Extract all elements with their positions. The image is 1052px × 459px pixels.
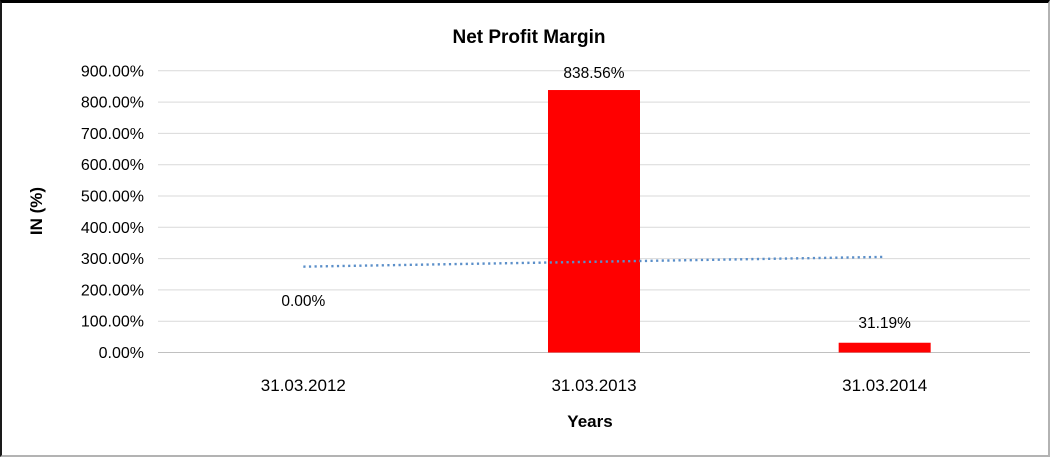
y-tick-label: 200.00%: [81, 282, 144, 299]
bar: [548, 90, 640, 353]
y-tick-label: 600.00%: [81, 157, 144, 174]
linear-trendline: [303, 255, 885, 268]
y-tick-label: 100.00%: [81, 314, 144, 331]
y-tick-label: 500.00%: [81, 189, 144, 206]
y-tick-label: 400.00%: [81, 220, 144, 237]
x-axis-title: Years: [567, 412, 612, 431]
x-tick-label: 31.03.2013: [551, 376, 636, 395]
data-label: 0.00%: [281, 293, 325, 310]
y-tick-label: 300.00%: [81, 251, 144, 268]
data-labels: 0.00% 838.56% 31.19%: [281, 65, 911, 332]
trendline: [303, 255, 885, 268]
y-axis-tick-labels: 0.00% 100.00% 200.00% 300.00% 400.00% 500.00%…: [81, 63, 144, 362]
bar: [838, 342, 931, 353]
chart-title: Net Profit Margin: [452, 27, 605, 48]
y-axis-title: IN (%): [27, 187, 46, 235]
x-tick-label: 31.03.2014: [842, 376, 927, 395]
bars: [548, 90, 931, 353]
data-label: 31.19%: [858, 315, 911, 332]
x-tick-label: 31.03.2012: [261, 376, 346, 395]
y-tick-label: 800.00%: [81, 95, 144, 112]
x-axis-tick-labels: 31.03.2012 31.03.2013 31.03.2014: [261, 376, 927, 395]
y-tick-label: 700.00%: [81, 126, 144, 143]
data-label: 838.56%: [563, 65, 624, 82]
y-tick-label: 900.00%: [81, 63, 144, 80]
y-tick-label: 0.00%: [99, 345, 144, 362]
net-profit-margin-chart: 0.00% 100.00% 200.00% 300.00% 400.00% 500.00%…: [27, 27, 1030, 431]
